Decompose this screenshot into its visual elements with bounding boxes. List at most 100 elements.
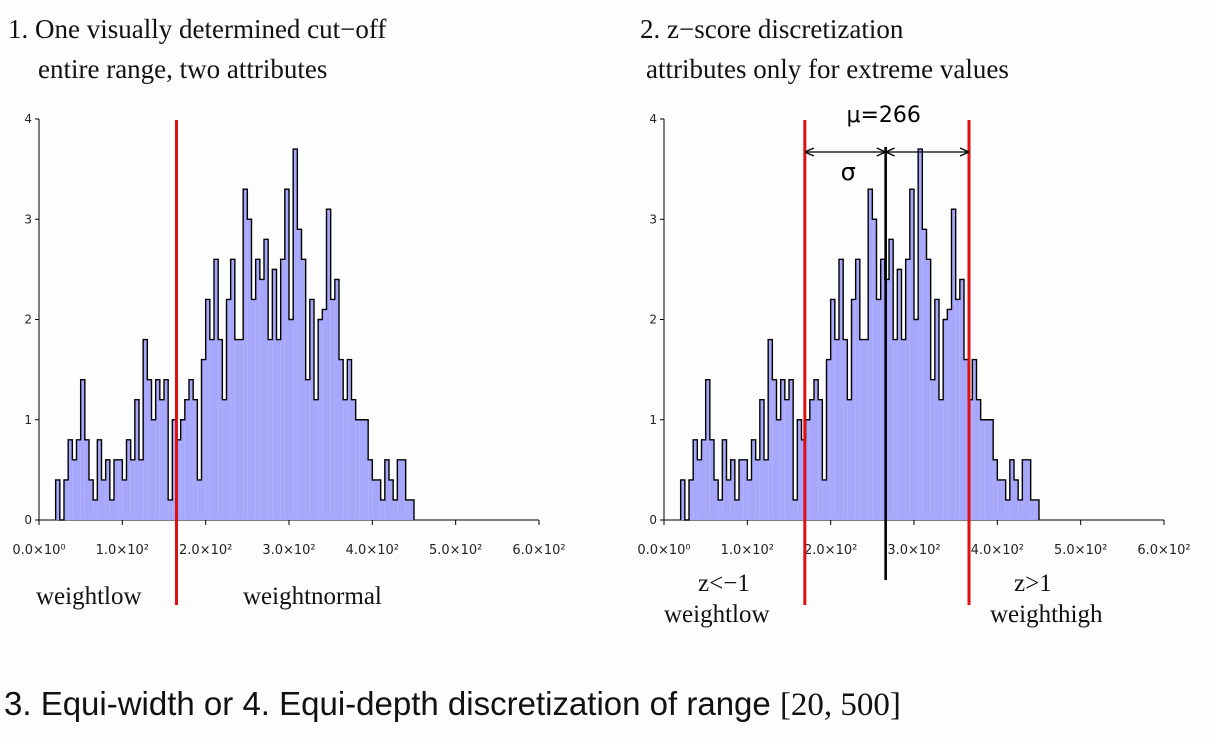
histogram-bar <box>743 459 748 520</box>
histogram-bar <box>1034 499 1039 520</box>
histogram-bar <box>105 459 110 520</box>
histogram-bar <box>697 459 702 520</box>
sigma-label: σ <box>841 158 856 186</box>
histogram-bar <box>109 499 114 520</box>
histogram-bar <box>722 439 727 520</box>
histogram-bar <box>889 239 894 521</box>
histogram-bar <box>772 379 777 520</box>
histogram-bar <box>851 299 856 520</box>
histogram-bar <box>734 499 739 520</box>
histogram-bar <box>855 259 860 520</box>
histogram-bar <box>934 299 939 520</box>
panel1-title-line1: 1. One visually determined cut−off <box>8 14 387 44</box>
histogram-bar <box>989 419 994 520</box>
x-tick-label: 6.0×10² <box>1137 543 1190 558</box>
histogram-bar <box>843 339 848 520</box>
histogram-bar <box>230 259 235 520</box>
histogram-bar <box>1018 499 1023 520</box>
x-tick-label: 3.0×10² <box>887 543 940 558</box>
histogram-bar <box>126 439 131 520</box>
panel2-label-zhigh: z>1 <box>1014 570 1052 597</box>
histogram-bar <box>64 479 69 520</box>
histogram-bar <box>943 319 948 520</box>
arrowhead <box>959 147 970 157</box>
histogram-bar <box>330 299 335 520</box>
histogram-bar <box>72 459 77 520</box>
histogram-bar <box>918 149 923 520</box>
histogram-bar <box>180 419 185 520</box>
histogram-bar <box>301 259 306 520</box>
histogram-bar <box>893 339 898 520</box>
histogram-bar <box>1022 459 1027 520</box>
histogram-bar <box>234 339 239 520</box>
histogram-bar <box>818 399 823 520</box>
histogram-bar <box>184 399 189 520</box>
histogram-bar <box>139 459 144 520</box>
x-tick-label: 1.0×10² <box>721 543 774 558</box>
histogram-bar <box>393 499 398 520</box>
footer-range: [20, 500] <box>779 687 901 723</box>
histogram-bar <box>784 399 789 520</box>
histogram-bar <box>130 459 135 520</box>
histogram-bar <box>239 339 244 520</box>
histogram-bar <box>143 339 148 520</box>
histogram-bar <box>755 459 760 520</box>
histogram-bar <box>168 499 173 520</box>
y-tick-label: 1 <box>24 413 32 427</box>
histogram-bar <box>255 259 260 520</box>
histogram-bar <box>401 459 406 520</box>
histogram-bar <box>376 479 381 520</box>
histogram-bar <box>122 479 127 520</box>
x-tick-label: 0.0×10⁰ <box>12 543 65 558</box>
histogram-bar <box>951 209 956 520</box>
histogram-bar <box>901 339 906 520</box>
histogram-bar <box>322 309 327 520</box>
histogram-bar <box>789 379 794 520</box>
histogram-bar <box>797 419 802 520</box>
histogram-bar <box>243 189 248 521</box>
histogram-bar <box>305 379 310 520</box>
histogram-bar <box>89 479 94 520</box>
histogram-bar <box>905 259 910 520</box>
histogram-bar <box>780 379 785 520</box>
panel1-label-weightnormal: weightnormal <box>243 583 382 610</box>
x-tick-label: 6.0×10² <box>512 543 565 558</box>
histogram-bar <box>930 379 935 520</box>
histogram-bar <box>264 239 269 521</box>
histogram-bar <box>909 189 914 521</box>
x-tick-label: 1.0×10² <box>96 543 149 558</box>
histogram-bar <box>97 439 102 520</box>
histogram-bar <box>114 459 119 520</box>
histogram-bar <box>247 219 252 520</box>
histogram-bar <box>922 229 927 520</box>
histogram-bar <box>118 459 123 520</box>
histogram-bar <box>776 419 781 520</box>
panel2-label-weighthigh: weighthigh <box>990 601 1103 628</box>
histogram-bar <box>680 479 685 520</box>
histogram-bar <box>197 479 202 520</box>
arrowhead <box>885 147 895 157</box>
histogram-bar <box>334 279 339 520</box>
histogram-bar <box>939 399 944 520</box>
sigma-arrows <box>804 147 970 157</box>
histogram-bar <box>151 419 156 520</box>
histogram-bar <box>314 399 319 520</box>
histogram-bar <box>693 439 698 520</box>
histogram-bar <box>293 149 298 520</box>
histogram-bar <box>280 259 285 520</box>
y-tick-label: 4 <box>649 112 657 126</box>
histogram-bar <box>93 499 98 520</box>
histogram-bar <box>405 499 410 520</box>
histogram-bar <box>793 499 798 520</box>
histogram-bar <box>351 399 356 520</box>
histogram-bar <box>172 419 177 520</box>
histogram-bar <box>218 339 223 520</box>
histogram-bar <box>768 339 773 520</box>
x-tick-label: 4.0×10² <box>971 543 1024 558</box>
panel2-label-zlow: z<−1 <box>698 570 750 597</box>
histogram-bar <box>809 399 814 520</box>
histogram-bar <box>259 279 264 520</box>
histogram-bar <box>701 439 706 520</box>
histogram-bar <box>993 459 998 520</box>
